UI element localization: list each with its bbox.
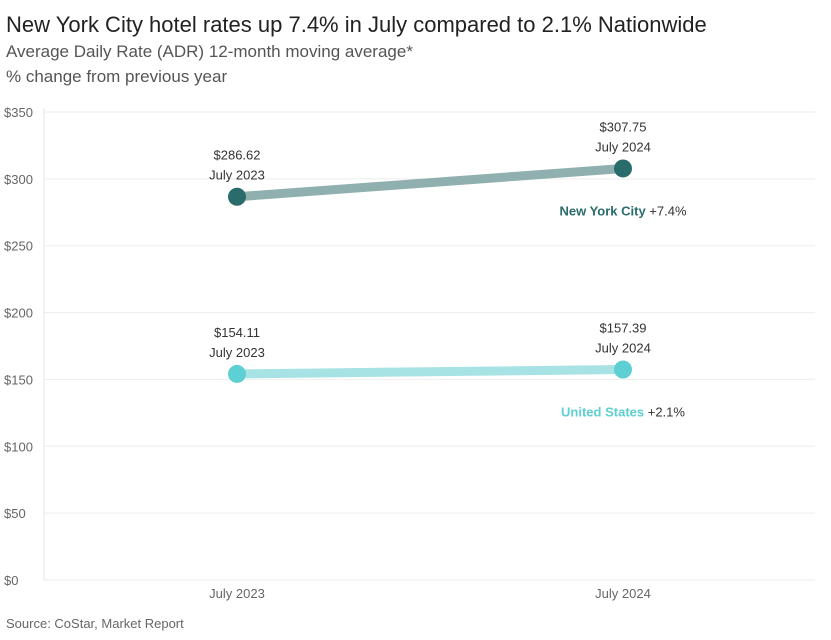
source-note: Source: CoStar, Market Report [6,616,184,631]
data-label-value: $157.39 [600,321,647,336]
y-tick-label: $350 [4,105,33,120]
data-point [614,360,632,379]
series-line [232,163,628,202]
y-tick-label: $150 [4,372,33,387]
x-tick-label: July 2024 [595,586,651,601]
data-label-date: July 2023 [209,168,265,183]
y-tick-label: $300 [4,172,33,187]
data-point [228,187,246,206]
data-point [614,159,632,178]
chart-subtitle-2: % change from previous year [6,67,228,86]
chart-subtitle: Average Daily Rate (ADR) 12-month moving… [6,42,413,61]
series-name: New York City [559,203,646,218]
data-label-date: July 2023 [209,345,265,360]
series-label: New York City +7.4% [559,203,686,218]
data-label-value: $286.62 [214,148,261,163]
data-label-value: $307.75 [600,119,647,134]
data-point [228,364,246,383]
y-tick-label: $0 [4,573,18,588]
series-line [232,365,628,379]
x-tick-label: July 2023 [209,586,265,601]
data-label-date: July 2024 [595,341,651,356]
y-tick-label: $200 [4,306,33,321]
series-label: United States +2.1% [561,405,685,420]
y-tick-label: $250 [4,239,33,254]
chart-title: New York City hotel rates up 7.4% in Jul… [6,12,707,37]
data-label-date: July 2024 [595,139,651,154]
series-change: +7.4% [646,203,687,218]
series-change: +2.1% [644,405,685,420]
series-name: United States [561,405,644,420]
y-tick-label: $50 [4,506,26,521]
y-tick-label: $100 [4,439,33,454]
data-label-value: $154.11 [214,325,260,340]
